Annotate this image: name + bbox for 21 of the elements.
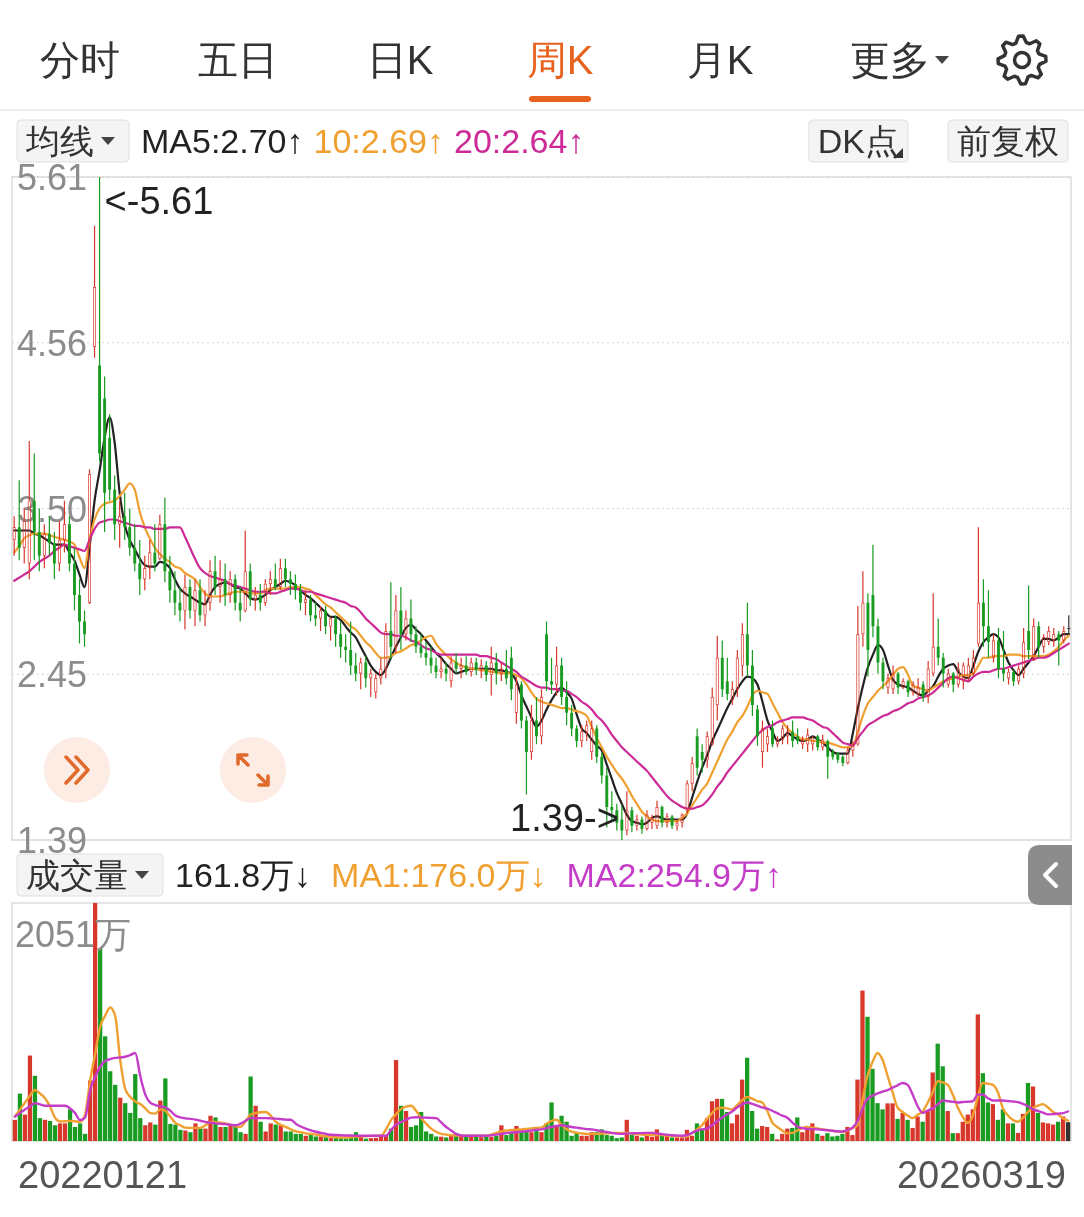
- y-tick-label: 2.45: [17, 653, 88, 695]
- text: 分时: [40, 38, 120, 82]
- text: 日K: [366, 38, 434, 82]
- text: 更多: [850, 38, 930, 82]
- text: 前复权: [957, 122, 1059, 160]
- text: 均线: [25, 122, 94, 160]
- text: 161.8万↓: [175, 856, 312, 894]
- text: MA5:2.70↑: [141, 122, 304, 160]
- text: 成交量: [26, 856, 128, 894]
- text: 10:2.69↑: [313, 122, 444, 160]
- text: 月K: [686, 38, 754, 82]
- text: 五日: [198, 38, 278, 82]
- annotation: <-5.61: [104, 180, 214, 222]
- text: 20260319: [896, 1154, 1066, 1196]
- text: DK点: [817, 122, 899, 160]
- text: 20220121: [18, 1154, 188, 1196]
- text: MA2:254.9万↑: [566, 856, 782, 894]
- y-tick-label: 4.56: [17, 322, 88, 364]
- text: 20:2.64↑: [453, 122, 585, 160]
- text: MA1:176.0万↓: [331, 856, 547, 894]
- text: 周K: [526, 38, 594, 82]
